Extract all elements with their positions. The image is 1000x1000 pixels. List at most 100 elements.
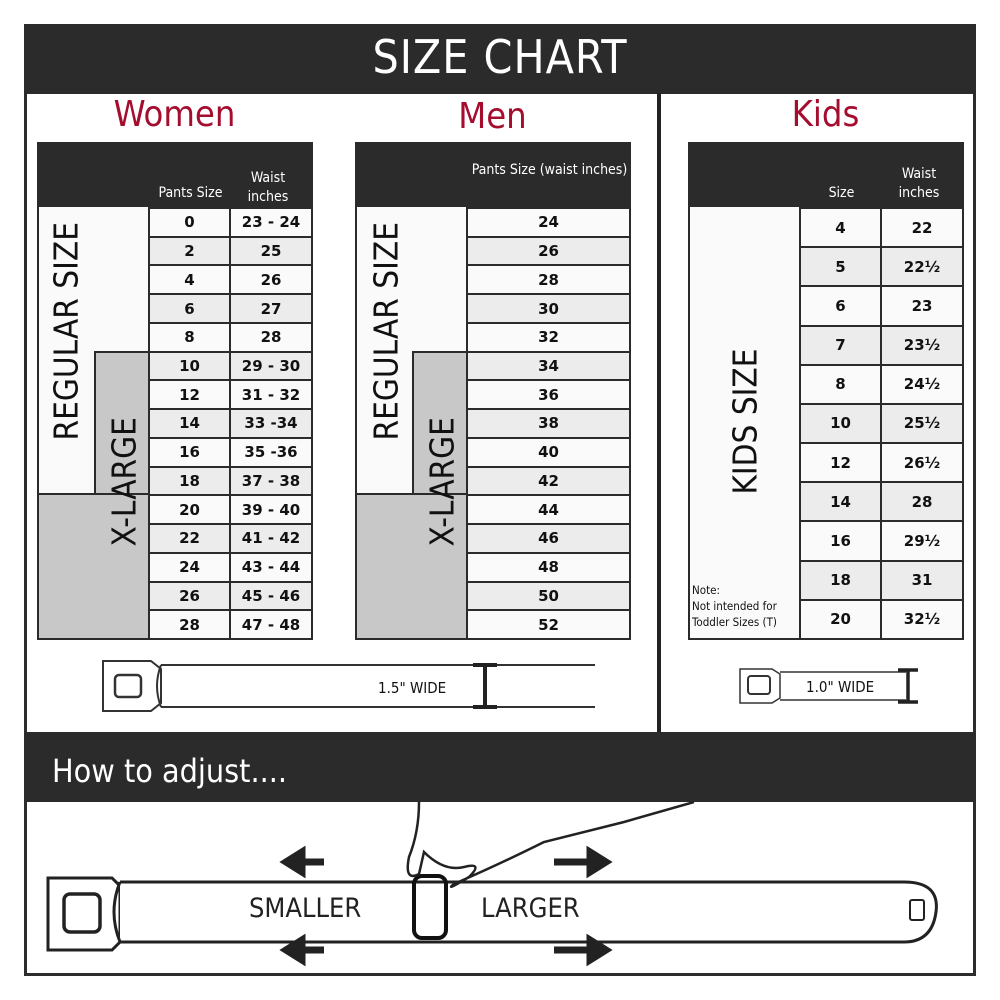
kids-belt-illustration	[739, 668, 918, 704]
waist-cell: 43 - 44	[229, 551, 313, 583]
larger-label: LARGER	[481, 893, 580, 924]
pants-size-cell: 2	[148, 235, 231, 267]
waist-cell: 45 - 46	[229, 580, 313, 612]
waist-cell: 25½	[880, 402, 964, 445]
belt-slider-icon	[412, 874, 448, 940]
arrow-right-icon	[554, 933, 613, 967]
adjust-illustration	[46, 802, 938, 967]
waist-cell: 47 - 48	[229, 609, 313, 640]
kids-size-block	[690, 207, 801, 638]
kids-size-cell: 8	[799, 363, 882, 405]
waist-cell: 24½	[880, 363, 964, 405]
women-title: Women	[113, 94, 236, 135]
waist-cell: 29½	[880, 520, 964, 562]
pants-size-cell: 44	[466, 494, 631, 526]
kids-size-cell: 14	[799, 481, 882, 523]
kids-title: Kids	[791, 94, 860, 135]
regular-size-label: REGULAR SIZE	[46, 222, 86, 441]
pants-size-cell: 38	[466, 408, 631, 439]
kids-table: Size Waist inches KIDS SIZE Note: Not in…	[688, 142, 964, 640]
arrow-right-icon	[554, 845, 613, 879]
waist-cell: 25	[229, 235, 313, 267]
kids-size-cell: 12	[799, 442, 882, 484]
pants-size-cell: 12	[148, 379, 231, 411]
waist-cell: 27	[229, 293, 313, 324]
xlarge-label: X-LARGE	[422, 417, 462, 547]
kids-size-cell: 4	[799, 207, 882, 249]
pants-size-cell: 8	[148, 321, 231, 353]
women-belt-end	[515, 664, 595, 708]
waist-cell: 31 - 32	[229, 379, 313, 411]
pants-size-cell: 16	[148, 436, 231, 468]
pants-size-cell: 26	[148, 580, 231, 612]
xlarge-label: X-LARGE	[104, 417, 144, 547]
regular-size-label: REGULAR SIZE	[366, 222, 406, 441]
waist-cell: 23½	[880, 324, 964, 366]
waist-cell: 23	[880, 285, 964, 327]
pants-size-cell: 26	[466, 235, 631, 267]
pants-size-cell: 28	[148, 609, 231, 640]
waist-cell: 26½	[880, 442, 964, 484]
men-table-header: Pants Size (waist inches)	[357, 144, 629, 207]
pants-size-cell: 10	[148, 350, 231, 382]
width-marker-icon	[473, 663, 497, 709]
xlarge-block-lower	[357, 493, 468, 638]
pants-size-cell: 46	[466, 523, 631, 554]
kids-size-label: KIDS SIZE	[725, 348, 765, 495]
women-table-header: Pants Size Waist inches	[39, 144, 311, 207]
arrow-left-icon	[279, 845, 324, 879]
pants-size-cell: 30	[466, 293, 631, 324]
large-belt	[46, 876, 938, 952]
waist-cell: 22½	[880, 246, 964, 288]
kids-table-header: Size Waist inches	[690, 144, 962, 207]
waist-cell: 41 - 42	[229, 523, 313, 554]
pants-size-cell: 0	[148, 207, 231, 238]
pants-size-cell: 14	[148, 408, 231, 439]
waist-cell: 29 - 30	[229, 350, 313, 382]
kids-size-cell: 6	[799, 285, 882, 327]
waist-cell: 32½	[880, 598, 964, 640]
hand-icon	[406, 802, 695, 889]
waist-cell: 31	[880, 559, 964, 601]
header-waist: Waist inches	[247, 170, 289, 205]
pants-size-cell: 28	[466, 264, 631, 296]
pants-size-cell: 36	[466, 379, 631, 411]
kids-size-cell: 7	[799, 324, 882, 366]
header-size: Size	[828, 185, 855, 201]
pants-size-cell: 20	[148, 494, 231, 526]
waist-cell: 37 - 38	[229, 465, 313, 497]
waist-cell: 22	[880, 207, 964, 249]
pants-size-cell: 6	[148, 293, 231, 324]
pants-size-cell: 22	[148, 523, 231, 554]
divider	[657, 93, 661, 733]
waist-cell: 26	[229, 264, 313, 296]
header-pants-size: Pants Size (waist inches)	[471, 162, 628, 178]
pants-size-cell: 40	[466, 436, 631, 468]
kids-belt-width: 1.0" WIDE	[806, 678, 875, 696]
kids-size-cell: 20	[799, 598, 882, 640]
women-table: Pants Size Waist inches REGULAR SIZE X-L…	[37, 142, 313, 640]
adjust-bar	[24, 732, 976, 802]
waist-cell: 28	[229, 321, 313, 353]
waist-cell: 33 -34	[229, 408, 313, 439]
pants-size-cell: 52	[466, 609, 631, 640]
smaller-label: SMALLER	[249, 893, 362, 924]
pants-size-cell: 32	[466, 321, 631, 353]
women-belt-width: 1.5" WIDE	[378, 679, 447, 697]
waist-cell: 23 - 24	[229, 207, 313, 238]
waist-cell: 28	[880, 481, 964, 523]
arrow-left-icon	[279, 933, 324, 967]
pants-size-cell: 34	[466, 350, 631, 382]
kids-note: Note: Not intended for Toddler Sizes (T)	[692, 582, 800, 630]
women-belt-illustration	[102, 660, 515, 712]
page-title: SIZE CHART	[24, 24, 976, 94]
pants-size-cell: 24	[148, 551, 231, 583]
kids-size-cell: 16	[799, 520, 882, 562]
pants-size-cell: 42	[466, 465, 631, 497]
kids-size-cell: 10	[799, 402, 882, 445]
adjust-title: How to adjust....	[52, 752, 287, 790]
header-pants-size: Pants Size	[158, 185, 223, 201]
kids-size-cell: 18	[799, 559, 882, 601]
pants-size-cell: 24	[466, 207, 631, 238]
waist-cell: 39 - 40	[229, 494, 313, 526]
